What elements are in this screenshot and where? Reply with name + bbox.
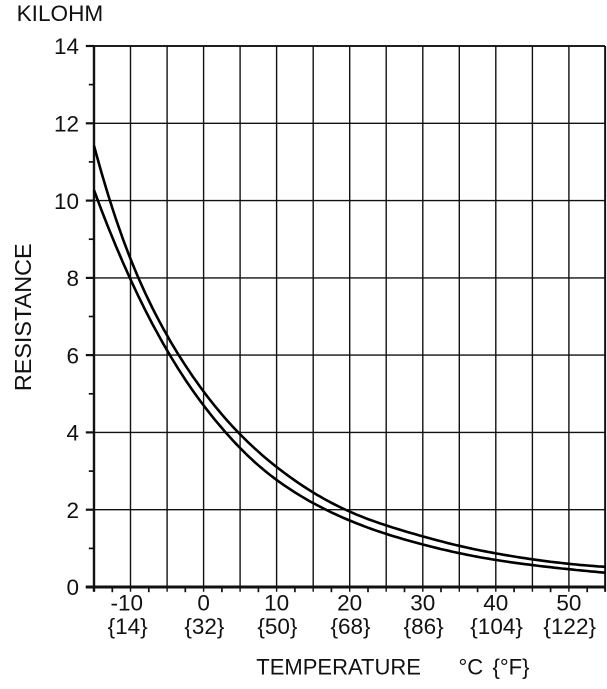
svg-text:6: 6 <box>66 343 79 368</box>
svg-text:4: 4 <box>66 421 79 446</box>
svg-text:50: 50 <box>556 590 581 615</box>
svg-text:10: 10 <box>264 590 289 615</box>
svg-text:{104}: {104} <box>470 614 523 639</box>
svg-text:0: 0 <box>197 590 210 615</box>
svg-text:10: 10 <box>54 189 79 214</box>
svg-text:2: 2 <box>66 498 79 523</box>
svg-text:30: 30 <box>410 590 435 615</box>
svg-text:8: 8 <box>66 266 79 291</box>
svg-text:{50}: {50} <box>257 614 298 639</box>
svg-text:{68}: {68} <box>330 614 371 639</box>
svg-text:20: 20 <box>337 590 362 615</box>
svg-text:40: 40 <box>483 590 508 615</box>
svg-text:{122}: {122} <box>543 614 596 639</box>
svg-text:{86}: {86} <box>404 614 445 639</box>
svg-text:12: 12 <box>54 112 79 137</box>
svg-text:KILOHM: KILOHM <box>17 1 104 26</box>
svg-text:°C: °C <box>459 654 484 679</box>
svg-text:{32}: {32} <box>184 614 225 639</box>
svg-text:0: 0 <box>66 575 79 600</box>
svg-text:RESISTANCE: RESISTANCE <box>10 243 36 391</box>
svg-text:-10: -10 <box>111 590 144 615</box>
svg-text:{°F}: {°F} <box>493 654 530 679</box>
svg-text:TEMPERATURE: TEMPERATURE <box>256 654 421 679</box>
svg-text:{14}: {14} <box>108 614 149 639</box>
svg-text:14: 14 <box>54 34 79 59</box>
